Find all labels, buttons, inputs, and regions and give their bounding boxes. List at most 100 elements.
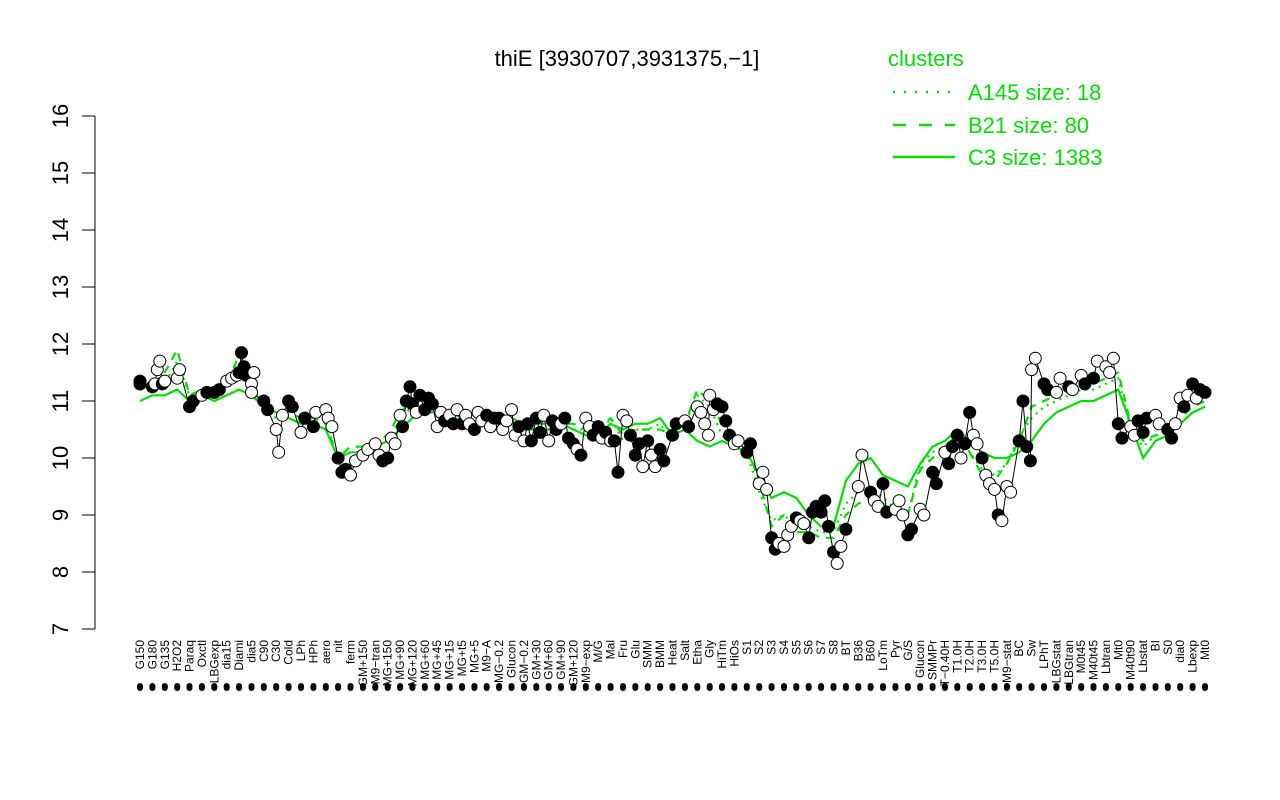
sample-point [1016, 394, 1030, 408]
x-tick-label: GM+120 [566, 640, 580, 687]
x-axis-labels: G150G180G135H2O2ParaqOxctlLBGexpdia15Dia… [133, 639, 1212, 686]
sample-point [636, 460, 650, 474]
x-mark [731, 683, 738, 691]
sample-point [306, 420, 320, 434]
x-mark [1065, 683, 1072, 691]
sample-point [641, 434, 655, 448]
x-mark [756, 683, 763, 691]
x-tick-label: BT [839, 639, 853, 655]
x-tick-label: GM−0.2 [517, 640, 531, 683]
x-mark [867, 683, 874, 691]
x-mark [632, 683, 639, 691]
x-tick-label: S1 [740, 640, 754, 655]
x-tick-label: GM+150 [356, 640, 370, 687]
x-mark [384, 683, 391, 691]
x-tick-label: aero [319, 640, 333, 664]
sample-point [212, 383, 226, 397]
sample-point [325, 420, 339, 434]
x-tick-label: GM+60 [542, 640, 556, 680]
sample-point [1004, 485, 1018, 499]
sample-point [657, 454, 671, 468]
x-tick-label: SMM [641, 640, 655, 668]
x-mark [1016, 683, 1023, 691]
x-tick-label: Pyr [888, 640, 902, 658]
x-mark [149, 683, 156, 691]
x-mark [545, 683, 552, 691]
x-tick-label: C90 [257, 640, 271, 662]
x-tick-label: M9−stat [1000, 639, 1014, 683]
x-mark [1202, 683, 1208, 691]
x-mark [1177, 683, 1184, 691]
sample-point [1115, 431, 1129, 445]
sample-point [942, 457, 956, 471]
x-tick-label: S2 [752, 640, 766, 655]
y-tick-label: 13 [48, 275, 73, 299]
x-mark [471, 683, 478, 691]
sample-point [505, 403, 518, 417]
x-mark [669, 683, 676, 691]
x-mark [855, 683, 862, 691]
x-mark [880, 683, 886, 691]
x-mark [1078, 683, 1085, 691]
x-mark [298, 683, 304, 691]
x-tick-label: HPh [306, 640, 320, 663]
x-tick-label: Glucon [505, 640, 519, 678]
sample-point [294, 425, 308, 439]
x-mark [248, 683, 255, 691]
y-tick-label: 8 [48, 566, 73, 578]
sample-point [703, 388, 717, 402]
x-tick-label: S5 [789, 640, 803, 655]
sample-point [830, 556, 844, 570]
sample-point [620, 414, 634, 428]
sample-point [1053, 371, 1067, 385]
x-mark [892, 683, 899, 691]
x-tick-label: BI [1149, 640, 1163, 651]
sample-point [542, 434, 556, 448]
sample-point [467, 423, 481, 436]
sample-point [153, 354, 167, 368]
x-mark [1053, 683, 1060, 691]
sample-point [1049, 385, 1063, 399]
x-tick-label: Mal [604, 640, 618, 659]
sample-point [682, 420, 696, 434]
legend: clusters A145 size: 18 B21 size: 80 C3 s… [888, 46, 1103, 170]
sample-point [954, 451, 968, 465]
x-mark [260, 683, 267, 691]
sample-point [719, 414, 733, 428]
sample-point [1106, 351, 1120, 365]
x-tick-label: T5.0H [988, 640, 1002, 673]
sample-point [331, 451, 345, 465]
x-tick-label: MG+120 [405, 640, 419, 687]
x-tick-label: SMMPr [926, 640, 940, 680]
x-tick-label: LBGtran [1062, 640, 1076, 685]
x-mark [496, 683, 503, 691]
sample-point [1177, 400, 1191, 414]
y-tick-label: 16 [48, 104, 73, 128]
x-mark [198, 683, 205, 691]
sample-point [988, 482, 1001, 496]
x-tick-label: LBGstat [1049, 639, 1063, 683]
x-tick-label: G/S [901, 640, 915, 661]
x-mark [446, 683, 453, 691]
x-mark [1003, 683, 1010, 691]
x-mark [842, 683, 849, 691]
sample-point [822, 519, 835, 533]
x-tick-label: S6 [802, 640, 816, 655]
x-tick-label: BMM [653, 640, 667, 668]
sample-point [158, 374, 172, 388]
x-tick-label: MG+150 [381, 640, 395, 687]
x-mark [706, 683, 713, 691]
x-mark [991, 683, 998, 691]
x-tick-label: M9−tran [368, 640, 382, 684]
x-mark [657, 683, 664, 691]
sample-point [876, 477, 890, 491]
x-mark [397, 683, 404, 691]
sample-point [945, 440, 959, 454]
sample-point [963, 405, 977, 419]
x-mark [508, 683, 515, 691]
x-mark [941, 683, 948, 691]
x-tick-label: GM+90 [554, 640, 568, 680]
x-tick-label: GM+30 [529, 640, 543, 680]
sample-point [1023, 454, 1037, 468]
